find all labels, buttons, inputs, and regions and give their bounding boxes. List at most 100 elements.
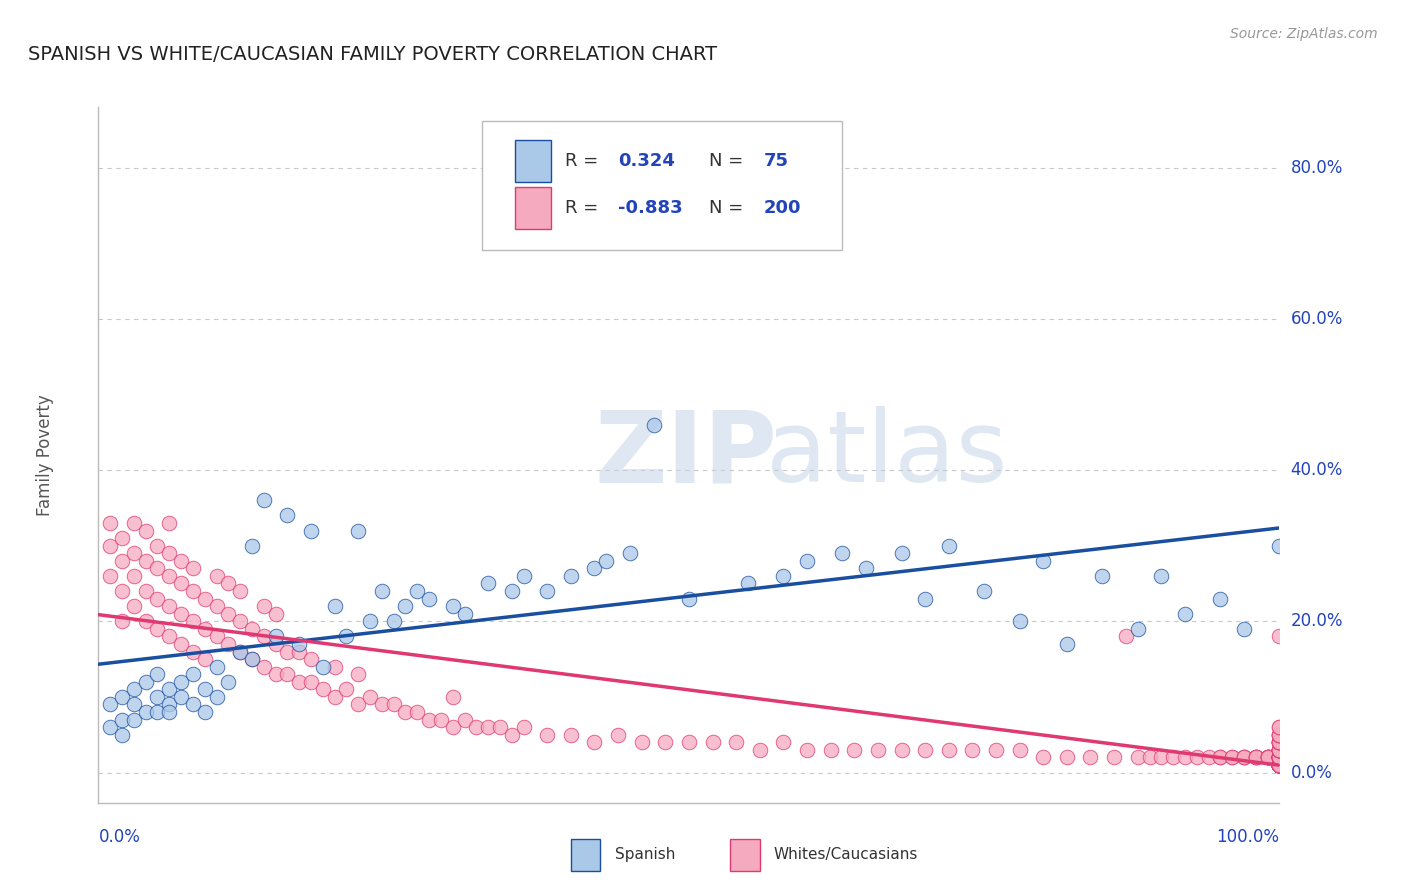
Point — [1185, 750, 1208, 764]
Point — [1268, 758, 1291, 772]
Point — [725, 735, 748, 749]
Point — [146, 705, 169, 719]
Point — [1268, 758, 1291, 772]
Point — [1268, 758, 1291, 772]
Point — [205, 659, 228, 673]
Point — [702, 221, 724, 235]
Point — [1268, 758, 1291, 772]
Text: R =: R = — [565, 153, 605, 170]
Point — [1268, 758, 1291, 772]
Point — [157, 599, 180, 614]
Point — [382, 615, 405, 629]
Point — [1268, 728, 1291, 742]
Point — [157, 705, 180, 719]
Point — [1257, 750, 1279, 764]
Point — [1209, 591, 1232, 606]
Point — [1268, 629, 1291, 643]
Point — [501, 584, 523, 599]
Text: SPANISH VS WHITE/CAUCASIAN FAMILY POVERTY CORRELATION CHART: SPANISH VS WHITE/CAUCASIAN FAMILY POVERT… — [28, 45, 717, 63]
Point — [772, 569, 794, 583]
Point — [418, 713, 440, 727]
Point — [205, 629, 228, 643]
Point — [1268, 720, 1291, 734]
Point — [111, 713, 134, 727]
Point — [1268, 758, 1291, 772]
Point — [217, 607, 239, 621]
Point — [194, 591, 217, 606]
Point — [98, 569, 121, 583]
Point — [418, 591, 440, 606]
Point — [111, 615, 134, 629]
Point — [229, 644, 252, 658]
Point — [288, 644, 311, 658]
Point — [560, 569, 582, 583]
Point — [1080, 750, 1102, 764]
Point — [1150, 569, 1173, 583]
Point — [654, 735, 676, 749]
Point — [111, 554, 134, 568]
Point — [194, 682, 217, 697]
Point — [1268, 758, 1291, 772]
Point — [1268, 758, 1291, 772]
Point — [253, 659, 276, 673]
Point — [157, 516, 180, 530]
Point — [122, 698, 145, 712]
Point — [1220, 750, 1243, 764]
Point — [157, 682, 180, 697]
Point — [1268, 743, 1291, 757]
Point — [122, 713, 145, 727]
Point — [1268, 758, 1291, 772]
Point — [737, 576, 759, 591]
Point — [1268, 758, 1291, 772]
Point — [371, 584, 394, 599]
Point — [347, 524, 370, 538]
Point — [181, 584, 204, 599]
Point — [205, 690, 228, 704]
Point — [1268, 750, 1291, 764]
Point — [820, 743, 842, 757]
Point — [1268, 758, 1291, 772]
Text: 20.0%: 20.0% — [1291, 612, 1343, 631]
Point — [146, 539, 169, 553]
Point — [1268, 758, 1291, 772]
Point — [217, 674, 239, 689]
Text: N =: N = — [709, 199, 749, 217]
FancyBboxPatch shape — [516, 140, 551, 182]
Point — [1174, 607, 1197, 621]
Point — [122, 546, 145, 560]
Point — [855, 561, 877, 575]
Point — [1268, 758, 1291, 772]
Point — [501, 728, 523, 742]
Point — [1268, 743, 1291, 757]
Point — [264, 637, 287, 651]
Point — [938, 539, 960, 553]
Point — [229, 644, 252, 658]
Text: 0.0%: 0.0% — [98, 828, 141, 846]
Point — [1268, 758, 1291, 772]
Point — [1244, 750, 1267, 764]
Point — [146, 591, 169, 606]
Point — [146, 690, 169, 704]
Point — [1268, 743, 1291, 757]
Point — [583, 735, 606, 749]
Point — [453, 607, 475, 621]
Point — [796, 743, 818, 757]
Point — [181, 644, 204, 658]
Point — [253, 629, 276, 643]
Text: 100.0%: 100.0% — [1216, 828, 1279, 846]
Point — [1268, 758, 1291, 772]
Text: -0.883: -0.883 — [619, 199, 683, 217]
Point — [288, 674, 311, 689]
Point — [1268, 750, 1291, 764]
FancyBboxPatch shape — [516, 187, 551, 229]
Point — [276, 644, 298, 658]
Point — [866, 743, 889, 757]
Point — [1268, 758, 1291, 772]
Point — [890, 743, 912, 757]
Point — [1233, 622, 1256, 636]
Text: 0.324: 0.324 — [619, 153, 675, 170]
Point — [1268, 758, 1291, 772]
Point — [264, 629, 287, 643]
Point — [512, 720, 534, 734]
Point — [1268, 758, 1291, 772]
